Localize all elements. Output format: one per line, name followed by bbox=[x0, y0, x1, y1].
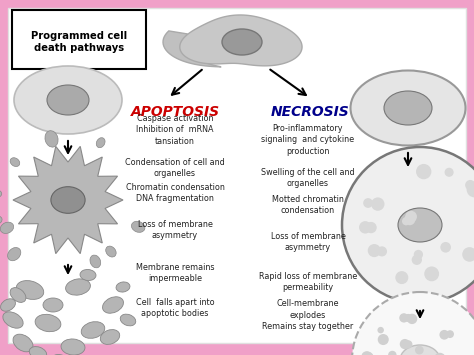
Circle shape bbox=[446, 330, 454, 338]
Ellipse shape bbox=[116, 282, 130, 292]
Text: Membrane remains
impermeable: Membrane remains impermeable bbox=[136, 263, 214, 283]
FancyBboxPatch shape bbox=[8, 8, 466, 343]
Circle shape bbox=[415, 346, 424, 354]
Text: Condensation of cell and
organelles: Condensation of cell and organelles bbox=[125, 158, 225, 178]
Ellipse shape bbox=[102, 297, 123, 313]
Circle shape bbox=[371, 197, 384, 211]
Circle shape bbox=[400, 339, 410, 349]
Circle shape bbox=[405, 211, 417, 223]
Circle shape bbox=[416, 164, 431, 179]
Text: Loss of membrane
asymmetry: Loss of membrane asymmetry bbox=[271, 232, 346, 252]
Circle shape bbox=[399, 313, 409, 323]
Circle shape bbox=[466, 182, 474, 197]
Ellipse shape bbox=[131, 221, 145, 232]
Text: Cell  falls apart into
apoptotic bodies: Cell falls apart into apoptotic bodies bbox=[136, 298, 214, 318]
Circle shape bbox=[445, 168, 454, 177]
Ellipse shape bbox=[61, 339, 85, 355]
Circle shape bbox=[388, 351, 397, 355]
Ellipse shape bbox=[51, 187, 85, 213]
Ellipse shape bbox=[0, 190, 2, 197]
Text: Loss of membrane
asymmetry: Loss of membrane asymmetry bbox=[137, 220, 212, 240]
Circle shape bbox=[363, 198, 373, 208]
Circle shape bbox=[342, 147, 474, 303]
Polygon shape bbox=[180, 15, 302, 66]
Ellipse shape bbox=[90, 255, 100, 268]
Text: APOPTOSIS: APOPTOSIS bbox=[130, 105, 219, 119]
Circle shape bbox=[402, 217, 410, 225]
Ellipse shape bbox=[35, 314, 61, 332]
Circle shape bbox=[378, 334, 389, 345]
Ellipse shape bbox=[350, 71, 465, 146]
Ellipse shape bbox=[8, 247, 21, 261]
Circle shape bbox=[352, 292, 474, 355]
Text: Pro-inflammatory
signaling  and cytokine
production: Pro-inflammatory signaling and cytokine … bbox=[262, 124, 355, 155]
Ellipse shape bbox=[0, 299, 16, 311]
Circle shape bbox=[365, 222, 377, 233]
Circle shape bbox=[465, 180, 474, 190]
Ellipse shape bbox=[47, 85, 89, 115]
Text: Rapid loss of membrane
permeability: Rapid loss of membrane permeability bbox=[259, 272, 357, 292]
Ellipse shape bbox=[0, 216, 2, 224]
Ellipse shape bbox=[14, 66, 122, 134]
Circle shape bbox=[359, 221, 372, 234]
Circle shape bbox=[404, 314, 412, 322]
FancyBboxPatch shape bbox=[12, 10, 146, 69]
Ellipse shape bbox=[398, 208, 442, 242]
Circle shape bbox=[363, 352, 374, 355]
Ellipse shape bbox=[106, 246, 116, 257]
Circle shape bbox=[368, 244, 381, 257]
Circle shape bbox=[434, 353, 446, 355]
Text: Swelling of the cell and
organelles: Swelling of the cell and organelles bbox=[261, 168, 355, 188]
Ellipse shape bbox=[29, 346, 47, 355]
Text: Chromatin condensation
DNA fragmentation: Chromatin condensation DNA fragmentation bbox=[126, 183, 224, 203]
Circle shape bbox=[462, 247, 474, 262]
Circle shape bbox=[404, 340, 412, 349]
Text: Motted chromatin
condensation: Motted chromatin condensation bbox=[272, 195, 344, 215]
Circle shape bbox=[377, 246, 387, 256]
Ellipse shape bbox=[43, 298, 63, 312]
Ellipse shape bbox=[13, 334, 33, 352]
Circle shape bbox=[412, 255, 422, 265]
Ellipse shape bbox=[81, 322, 105, 338]
Ellipse shape bbox=[96, 138, 105, 148]
Ellipse shape bbox=[65, 279, 91, 295]
Ellipse shape bbox=[16, 280, 44, 299]
Circle shape bbox=[395, 271, 408, 284]
Ellipse shape bbox=[400, 345, 440, 355]
Circle shape bbox=[407, 314, 417, 324]
Ellipse shape bbox=[100, 329, 120, 344]
Circle shape bbox=[440, 242, 451, 253]
Circle shape bbox=[439, 330, 449, 340]
Ellipse shape bbox=[3, 312, 23, 328]
Ellipse shape bbox=[222, 29, 262, 55]
Circle shape bbox=[424, 267, 439, 281]
Ellipse shape bbox=[10, 158, 20, 166]
Ellipse shape bbox=[10, 288, 26, 302]
Text: Cell-membrane
explodes
Remains stay together: Cell-membrane explodes Remains stay toge… bbox=[263, 299, 354, 331]
Ellipse shape bbox=[80, 269, 96, 280]
Circle shape bbox=[377, 327, 384, 333]
Text: Programmed cell
death pathways: Programmed cell death pathways bbox=[31, 31, 127, 53]
Text: Caspase activation
Inhibition of  mRNA
tansiation: Caspase activation Inhibition of mRNA ta… bbox=[136, 114, 214, 146]
Polygon shape bbox=[163, 31, 221, 67]
Ellipse shape bbox=[45, 131, 58, 147]
Ellipse shape bbox=[0, 222, 14, 234]
Circle shape bbox=[361, 351, 373, 355]
Circle shape bbox=[404, 214, 415, 225]
Ellipse shape bbox=[384, 91, 432, 125]
Text: NECROSIS: NECROSIS bbox=[271, 105, 349, 119]
Ellipse shape bbox=[120, 314, 136, 326]
Polygon shape bbox=[13, 146, 123, 253]
Circle shape bbox=[414, 250, 423, 259]
